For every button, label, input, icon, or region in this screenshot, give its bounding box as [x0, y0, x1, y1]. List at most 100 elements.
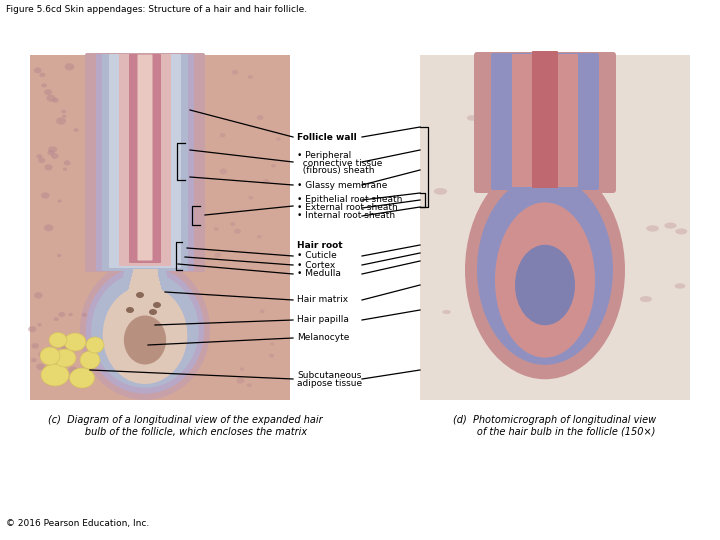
Ellipse shape [52, 98, 59, 103]
Bar [113, 344, 177, 350]
Ellipse shape [68, 367, 78, 374]
Ellipse shape [153, 302, 161, 308]
Ellipse shape [48, 150, 55, 156]
Text: (fibrous) sheath: (fibrous) sheath [297, 166, 374, 176]
Ellipse shape [63, 167, 67, 171]
Ellipse shape [61, 110, 66, 113]
FancyBboxPatch shape [491, 53, 599, 190]
Ellipse shape [276, 137, 281, 141]
Ellipse shape [46, 95, 55, 102]
Ellipse shape [31, 343, 39, 349]
Text: • Glassy membrane: • Glassy membrane [297, 180, 387, 190]
Ellipse shape [234, 228, 241, 234]
Text: Figure 5.6cd Skin appendages: Structure of a hair and hair follicle.: Figure 5.6cd Skin appendages: Structure … [6, 5, 307, 14]
Ellipse shape [81, 313, 87, 317]
Bar [117, 319, 174, 325]
Ellipse shape [270, 342, 274, 346]
Ellipse shape [70, 368, 94, 388]
Bar [124, 309, 166, 314]
Bar [131, 277, 159, 282]
Ellipse shape [64, 333, 86, 351]
Bar [127, 293, 163, 298]
Bar [30, 55, 290, 400]
Ellipse shape [63, 350, 69, 355]
Ellipse shape [40, 347, 60, 365]
Ellipse shape [57, 254, 61, 257]
Ellipse shape [230, 222, 235, 226]
Bar [30, 55, 290, 400]
Ellipse shape [665, 222, 677, 228]
Ellipse shape [34, 292, 42, 299]
Ellipse shape [269, 354, 274, 357]
Ellipse shape [477, 175, 613, 365]
Ellipse shape [257, 235, 261, 239]
Ellipse shape [442, 310, 451, 314]
Ellipse shape [247, 383, 252, 387]
Text: © 2016 Pearson Education, Inc.: © 2016 Pearson Education, Inc. [6, 519, 149, 528]
Ellipse shape [248, 196, 253, 200]
Bar [116, 324, 174, 330]
Bar [132, 273, 158, 278]
Bar [115, 329, 175, 335]
Ellipse shape [86, 337, 104, 353]
Ellipse shape [36, 363, 45, 370]
Bar [122, 317, 168, 322]
Ellipse shape [584, 88, 594, 93]
Ellipse shape [263, 179, 269, 184]
Ellipse shape [31, 358, 37, 362]
Ellipse shape [257, 115, 264, 120]
Ellipse shape [465, 161, 625, 379]
Ellipse shape [215, 253, 221, 258]
Bar [114, 339, 176, 345]
Ellipse shape [149, 309, 157, 315]
Ellipse shape [54, 349, 76, 367]
Text: (c)  Diagram of a longitudinal view of the expanded hair
       bulb of the foll: (c) Diagram of a longitudinal view of th… [48, 415, 323, 437]
Text: • Cortex: • Cortex [297, 260, 336, 269]
Bar [128, 289, 162, 294]
Ellipse shape [44, 224, 53, 231]
Ellipse shape [34, 68, 42, 73]
Ellipse shape [675, 228, 688, 234]
Bar [123, 274, 167, 280]
Text: • Epithelial root sheath: • Epithelial root sheath [297, 195, 402, 205]
Bar [117, 314, 173, 320]
Ellipse shape [61, 345, 70, 351]
Ellipse shape [103, 286, 187, 384]
Ellipse shape [58, 312, 66, 317]
Ellipse shape [62, 114, 66, 118]
Ellipse shape [36, 154, 42, 159]
Bar [121, 289, 169, 295]
Ellipse shape [675, 284, 685, 289]
Ellipse shape [640, 296, 652, 302]
Bar [130, 281, 160, 286]
Ellipse shape [58, 200, 62, 202]
Ellipse shape [647, 225, 659, 232]
Text: • Internal root sheath: • Internal root sheath [297, 212, 395, 220]
Ellipse shape [260, 309, 264, 313]
Bar [120, 299, 171, 305]
Ellipse shape [240, 367, 244, 371]
Text: adipose tissue: adipose tissue [297, 379, 362, 388]
Ellipse shape [248, 75, 253, 79]
Ellipse shape [237, 378, 244, 383]
Bar [120, 325, 169, 330]
Text: • External root sheath: • External root sheath [297, 204, 397, 213]
Ellipse shape [86, 266, 204, 394]
FancyBboxPatch shape [129, 54, 161, 263]
Ellipse shape [56, 117, 66, 125]
Bar [114, 334, 176, 340]
Ellipse shape [41, 364, 69, 386]
Text: • Medulla: • Medulla [297, 269, 341, 279]
Ellipse shape [467, 115, 478, 121]
Ellipse shape [48, 370, 56, 377]
Ellipse shape [91, 272, 199, 388]
Bar [119, 333, 171, 338]
Ellipse shape [220, 168, 228, 174]
Text: Hair papilla: Hair papilla [297, 315, 349, 325]
Bar [129, 285, 161, 290]
Ellipse shape [126, 307, 134, 313]
Ellipse shape [49, 333, 67, 348]
Bar [122, 321, 168, 326]
Ellipse shape [51, 153, 59, 159]
Bar [120, 329, 171, 334]
